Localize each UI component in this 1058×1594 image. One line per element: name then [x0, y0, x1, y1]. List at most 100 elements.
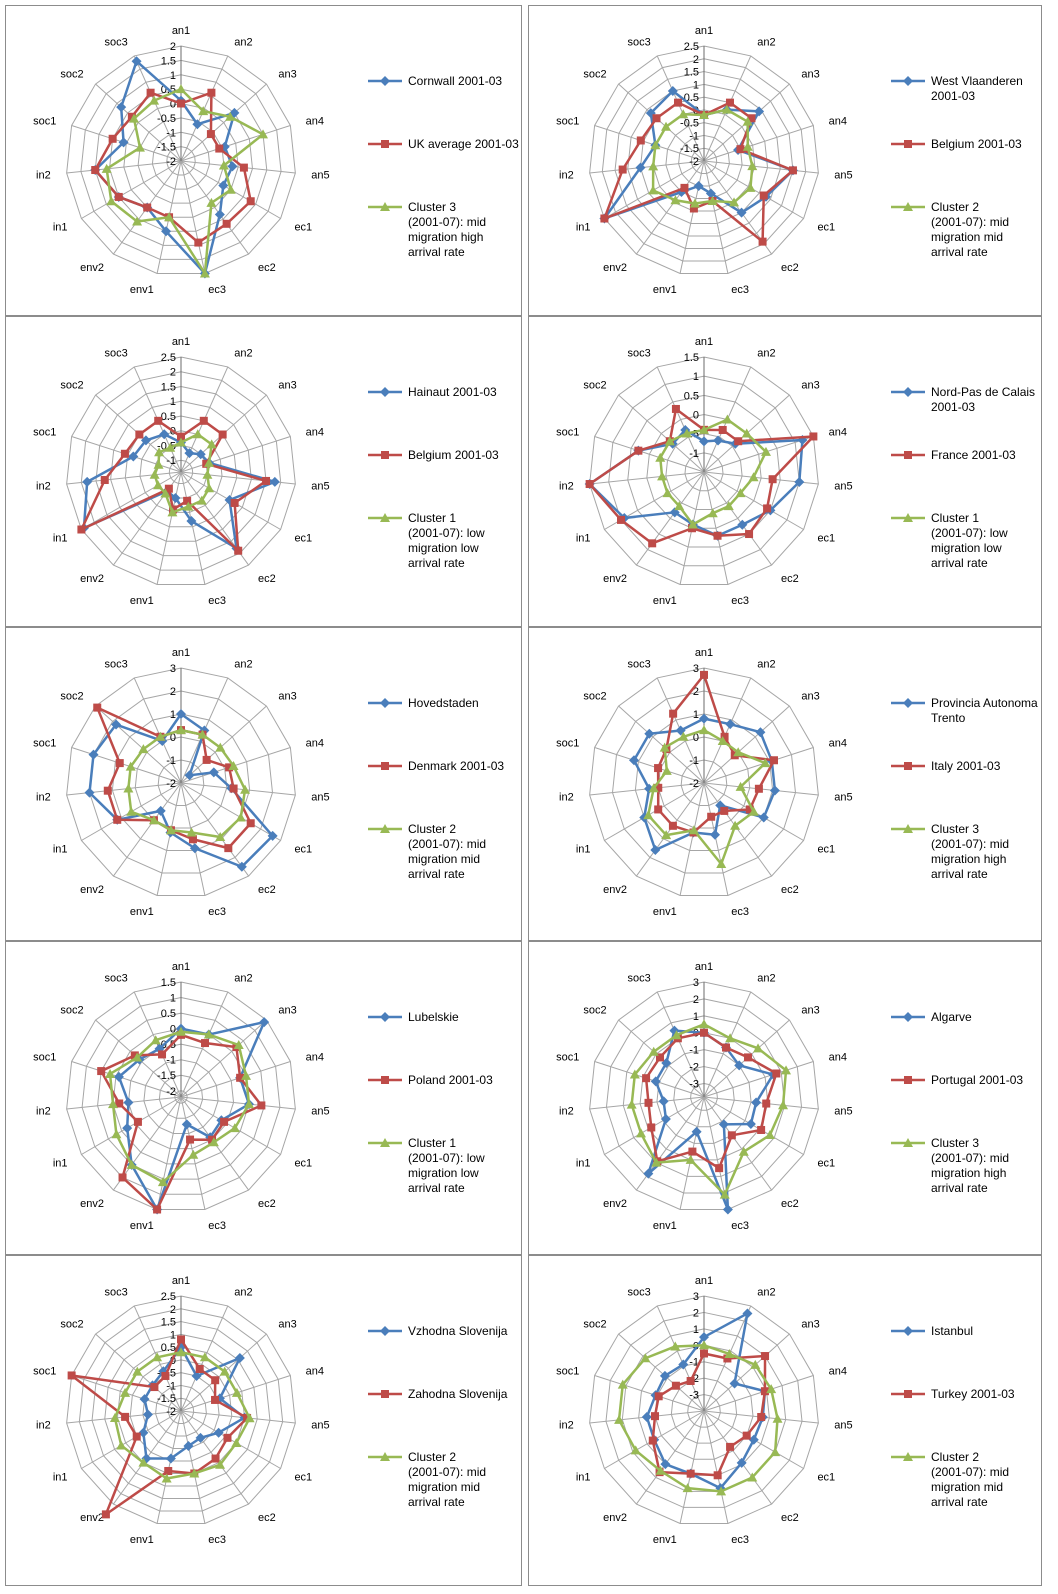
data-point	[123, 783, 134, 793]
series-3	[109, 1347, 255, 1483]
tick-label: 2.5	[161, 1291, 176, 1303]
data-point	[150, 1035, 161, 1045]
series-line	[645, 1312, 767, 1490]
radar-chart-svg: -1-0.500.511.522.5an1an2an3an4an5ec1ec2e…	[33, 336, 499, 607]
data-point	[719, 1189, 730, 1199]
legend-label: Cluster 1 (2001-07): low migration low arri…	[408, 1136, 485, 1195]
radar-spoke	[133, 55, 182, 162]
tick-label: 1	[693, 371, 699, 383]
axis-label-an5: an5	[834, 170, 852, 182]
data-point	[699, 1332, 709, 1343]
axis-label-an4: an4	[306, 427, 324, 439]
series-2	[654, 670, 778, 837]
axis-label-ec1: ec1	[817, 1158, 835, 1170]
tick-label: -0.5	[157, 113, 176, 125]
radar-spoke	[703, 471, 772, 566]
radar-grid-ring	[78, 1308, 284, 1512]
data-point	[648, 539, 657, 548]
legend-entry: Cornwall 2001-03	[368, 74, 502, 88]
data-point	[194, 238, 203, 247]
data-point	[674, 501, 685, 511]
tick-label: -2	[689, 156, 699, 168]
radar-chart-svg: -3-2-10123an1an2an3an4an5ec1ec2ec3env1en…	[556, 961, 1023, 1232]
axis-label-an4: an4	[829, 427, 847, 439]
data-point	[267, 830, 278, 841]
legend-entry: Italy 2001-03	[891, 759, 1001, 773]
data-point	[153, 1205, 162, 1214]
legend-marker	[903, 202, 913, 211]
legend-entry: Cluster 1 (2001-07): low migration low arri…	[368, 511, 485, 570]
data-point	[197, 729, 208, 739]
axis-label-in1: in1	[53, 1472, 68, 1484]
axis-label-env2: env2	[603, 573, 627, 585]
radar-spoke	[180, 160, 296, 174]
data-point	[725, 719, 736, 730]
axis-label-an3: an3	[801, 1318, 819, 1330]
axis-label-an2: an2	[757, 658, 775, 670]
legend-marker	[380, 202, 390, 211]
radar-grid-ring	[665, 122, 743, 199]
radar-spoke	[703, 1410, 729, 1524]
data-point	[647, 1123, 656, 1132]
axis-label-an1: an1	[172, 1275, 190, 1287]
legend-marker	[903, 76, 913, 86]
radar-grid-ring	[589, 981, 819, 1210]
axis-label-an3: an3	[801, 68, 819, 80]
axis-label-in2: in2	[36, 1420, 51, 1432]
data-point	[699, 725, 709, 735]
tick-label: -2	[166, 778, 176, 790]
data-point	[678, 109, 689, 119]
radar-spoke	[594, 1374, 705, 1412]
data-point	[736, 1457, 747, 1468]
radar-spoke	[618, 394, 705, 473]
series-2	[648, 1349, 770, 1480]
data-point	[745, 530, 754, 539]
legend-entry: Cluster 2 (2001-07): mid migration mid arri…	[368, 1450, 486, 1509]
data-point	[674, 98, 683, 107]
axis-label-soc2: soc2	[583, 690, 606, 702]
data-point	[736, 207, 747, 218]
data-point	[652, 114, 661, 123]
legend-label: Poland 2001-03	[408, 1073, 493, 1087]
tick-label: 3	[170, 663, 176, 675]
data-point	[748, 472, 759, 482]
data-point	[188, 835, 197, 844]
data-point	[699, 424, 709, 434]
data-point	[656, 1053, 665, 1062]
radar-grid-ring	[627, 394, 781, 548]
data-point	[241, 1070, 252, 1080]
axis-label-env2: env2	[80, 262, 104, 274]
data-point	[685, 1154, 696, 1164]
radar-grid-ring	[589, 45, 819, 274]
legend-label: Lubelskie	[408, 1010, 459, 1024]
data-point	[155, 731, 166, 741]
axis-label-an2: an2	[234, 972, 252, 984]
data-point	[682, 1483, 693, 1493]
data-point	[654, 1392, 663, 1401]
radar-grid-ring	[95, 385, 267, 557]
data-point	[766, 1384, 777, 1394]
data-point	[699, 713, 709, 724]
legend-entry: Cluster 3 (2001-07): mid migration high arr…	[891, 822, 1009, 881]
radar-grid-ring	[684, 452, 724, 492]
axis-label-an2: an2	[234, 658, 252, 670]
axis-label-in1: in1	[576, 844, 591, 856]
radar-grid-ring	[174, 1090, 188, 1104]
data-point	[201, 1039, 210, 1048]
data-point	[176, 437, 186, 447]
series-3	[149, 429, 217, 517]
radar-grid-ring	[605, 1311, 803, 1508]
data-point	[228, 760, 239, 770]
tick-label: -1	[689, 130, 699, 142]
radar-spoke	[180, 1410, 206, 1524]
data-point	[680, 183, 689, 192]
data-point	[107, 1099, 118, 1109]
legend-label: Hovedstaden	[408, 696, 479, 710]
data-point	[91, 166, 100, 175]
radar-spoke	[133, 677, 182, 784]
legend-entry: Provincia Autonoma Trento	[891, 696, 1038, 725]
axis-label-env1: env1	[130, 1220, 154, 1232]
data-point	[188, 1149, 199, 1159]
axis-label-soc1: soc1	[33, 1052, 56, 1064]
tick-label: -1	[689, 755, 699, 767]
